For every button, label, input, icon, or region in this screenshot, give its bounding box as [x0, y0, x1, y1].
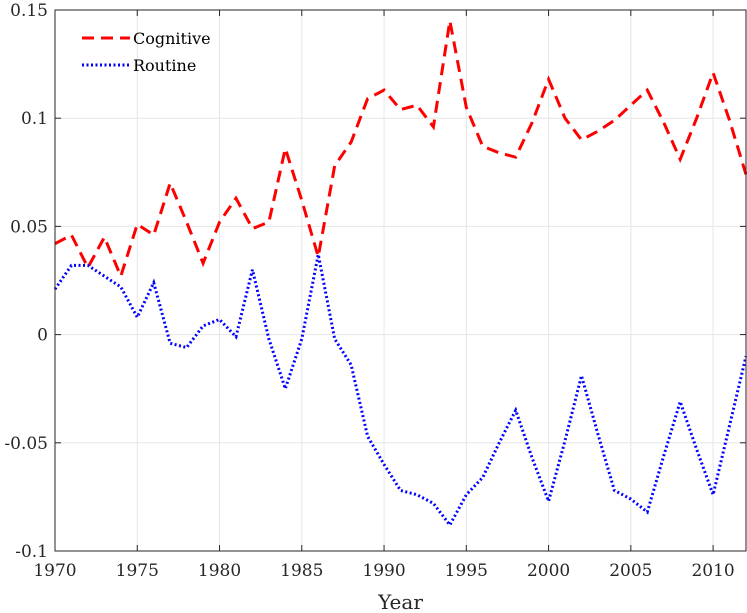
y-tick-label: -0.1 — [15, 542, 48, 562]
tick-labels: 1970 1975 1980 1985 1990 1995 2000 2005 2010 -0.1… — [4, 1, 734, 581]
series-line-routine — [53, 254, 747, 528]
legend-label-routine: Routine — [133, 56, 196, 75]
x-tick-label: 2000 — [527, 561, 570, 581]
x-tick-label: 1995 — [445, 561, 488, 581]
y-tick-label: 0.05 — [10, 217, 48, 237]
x-tick-label: 1985 — [280, 561, 323, 581]
x-tick-label: 1970 — [33, 561, 76, 581]
x-tick-label: 1990 — [362, 561, 405, 581]
y-tick-label: 0.1 — [21, 109, 48, 129]
x-tick-label: 1975 — [116, 561, 159, 581]
legend: Cognitive Routine — [82, 29, 211, 75]
x-tick-label: 2010 — [691, 561, 734, 581]
series-layer — [53, 20, 747, 528]
y-tick-label: 0.15 — [10, 1, 48, 21]
y-tick-label: 0 — [37, 326, 48, 346]
x-tick-label: 2005 — [609, 561, 652, 581]
plot-area-frame — [54, 9, 747, 552]
x-tick-label: 1980 — [198, 561, 241, 581]
y-tick-label: -0.05 — [4, 434, 48, 454]
grid-lines — [55, 10, 746, 551]
legend-label-cognitive: Cognitive — [133, 29, 211, 48]
x-axis-title: Year — [377, 590, 423, 613]
axis-ticks — [54, 9, 746, 552]
